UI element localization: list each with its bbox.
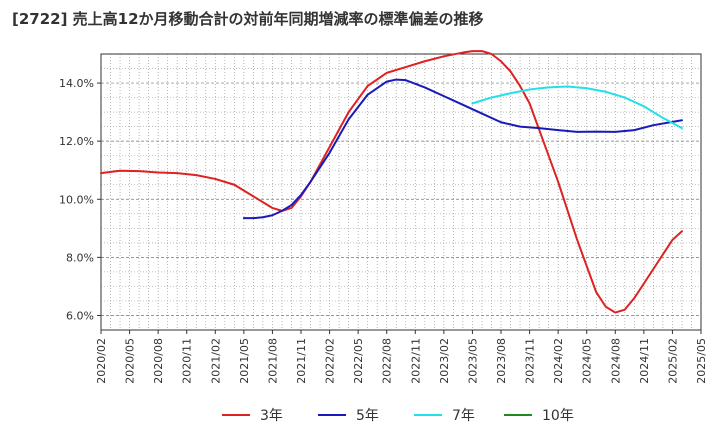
y-tick-label: 8.0% [66,251,94,264]
legend-label: 10年 [542,408,574,424]
legend-label: 5年 [356,408,379,424]
legend-swatch [222,414,250,416]
chart-title: [2722] 売上高12か月移動合計の対前年同期増減率の標準偏差の推移 [12,10,484,28]
x-tick-label: 2024/05 [581,338,594,384]
legend-item: 10年 [504,400,574,430]
legend-label: 3年 [260,408,283,424]
plot-area [101,54,701,330]
x-tick-label: 2022/11 [409,338,422,384]
y-tick-label: 14.0% [59,77,94,90]
series-line-7年 [471,85,683,130]
y-tick-label: 10.0% [59,193,94,206]
chart-legend: 3年 5年 7年 10年 [0,400,720,430]
x-tick-label: 2023/05 [466,338,479,384]
x-tick-label: 2022/08 [381,338,394,384]
x-tick-label: 2020/11 [181,338,194,384]
x-tick-label: 2020/08 [152,338,165,384]
y-tick-label: 6.0% [66,309,94,322]
x-tick-label: 2025/02 [666,338,679,384]
x-tick-label: 2022/02 [324,338,337,384]
x-tick-label: 2023/02 [438,338,451,384]
legend-item: 5年 [318,400,379,430]
legend-item: 3年 [222,400,283,430]
x-tick-label: 2024/02 [552,338,565,384]
legend-label: 7年 [452,408,475,424]
x-tick-label: 2024/11 [638,338,651,384]
x-tick-label: 2021/05 [238,338,251,384]
series-line-5年 [242,78,683,220]
x-tick-label: 2021/08 [266,338,279,384]
legend-swatch [318,414,346,416]
legend-swatch [414,414,442,416]
x-tick-label: 2025/05 [695,338,708,384]
x-tick-label: 2020/02 [95,338,108,384]
y-tick-label: 12.0% [59,135,94,148]
x-tick-label: 2023/11 [524,338,537,384]
legend-item: 7年 [414,400,475,430]
x-tick-label: 2022/05 [352,338,365,384]
x-tick-label: 2021/11 [295,338,308,384]
plot-frame [100,53,702,331]
series-line-3年 [100,50,683,314]
legend-swatch [504,414,532,416]
x-tick-label: 2023/08 [495,338,508,384]
x-tick-label: 2020/05 [124,338,137,384]
x-tick-label: 2024/08 [609,338,622,384]
x-tick-label: 2021/02 [209,338,222,384]
